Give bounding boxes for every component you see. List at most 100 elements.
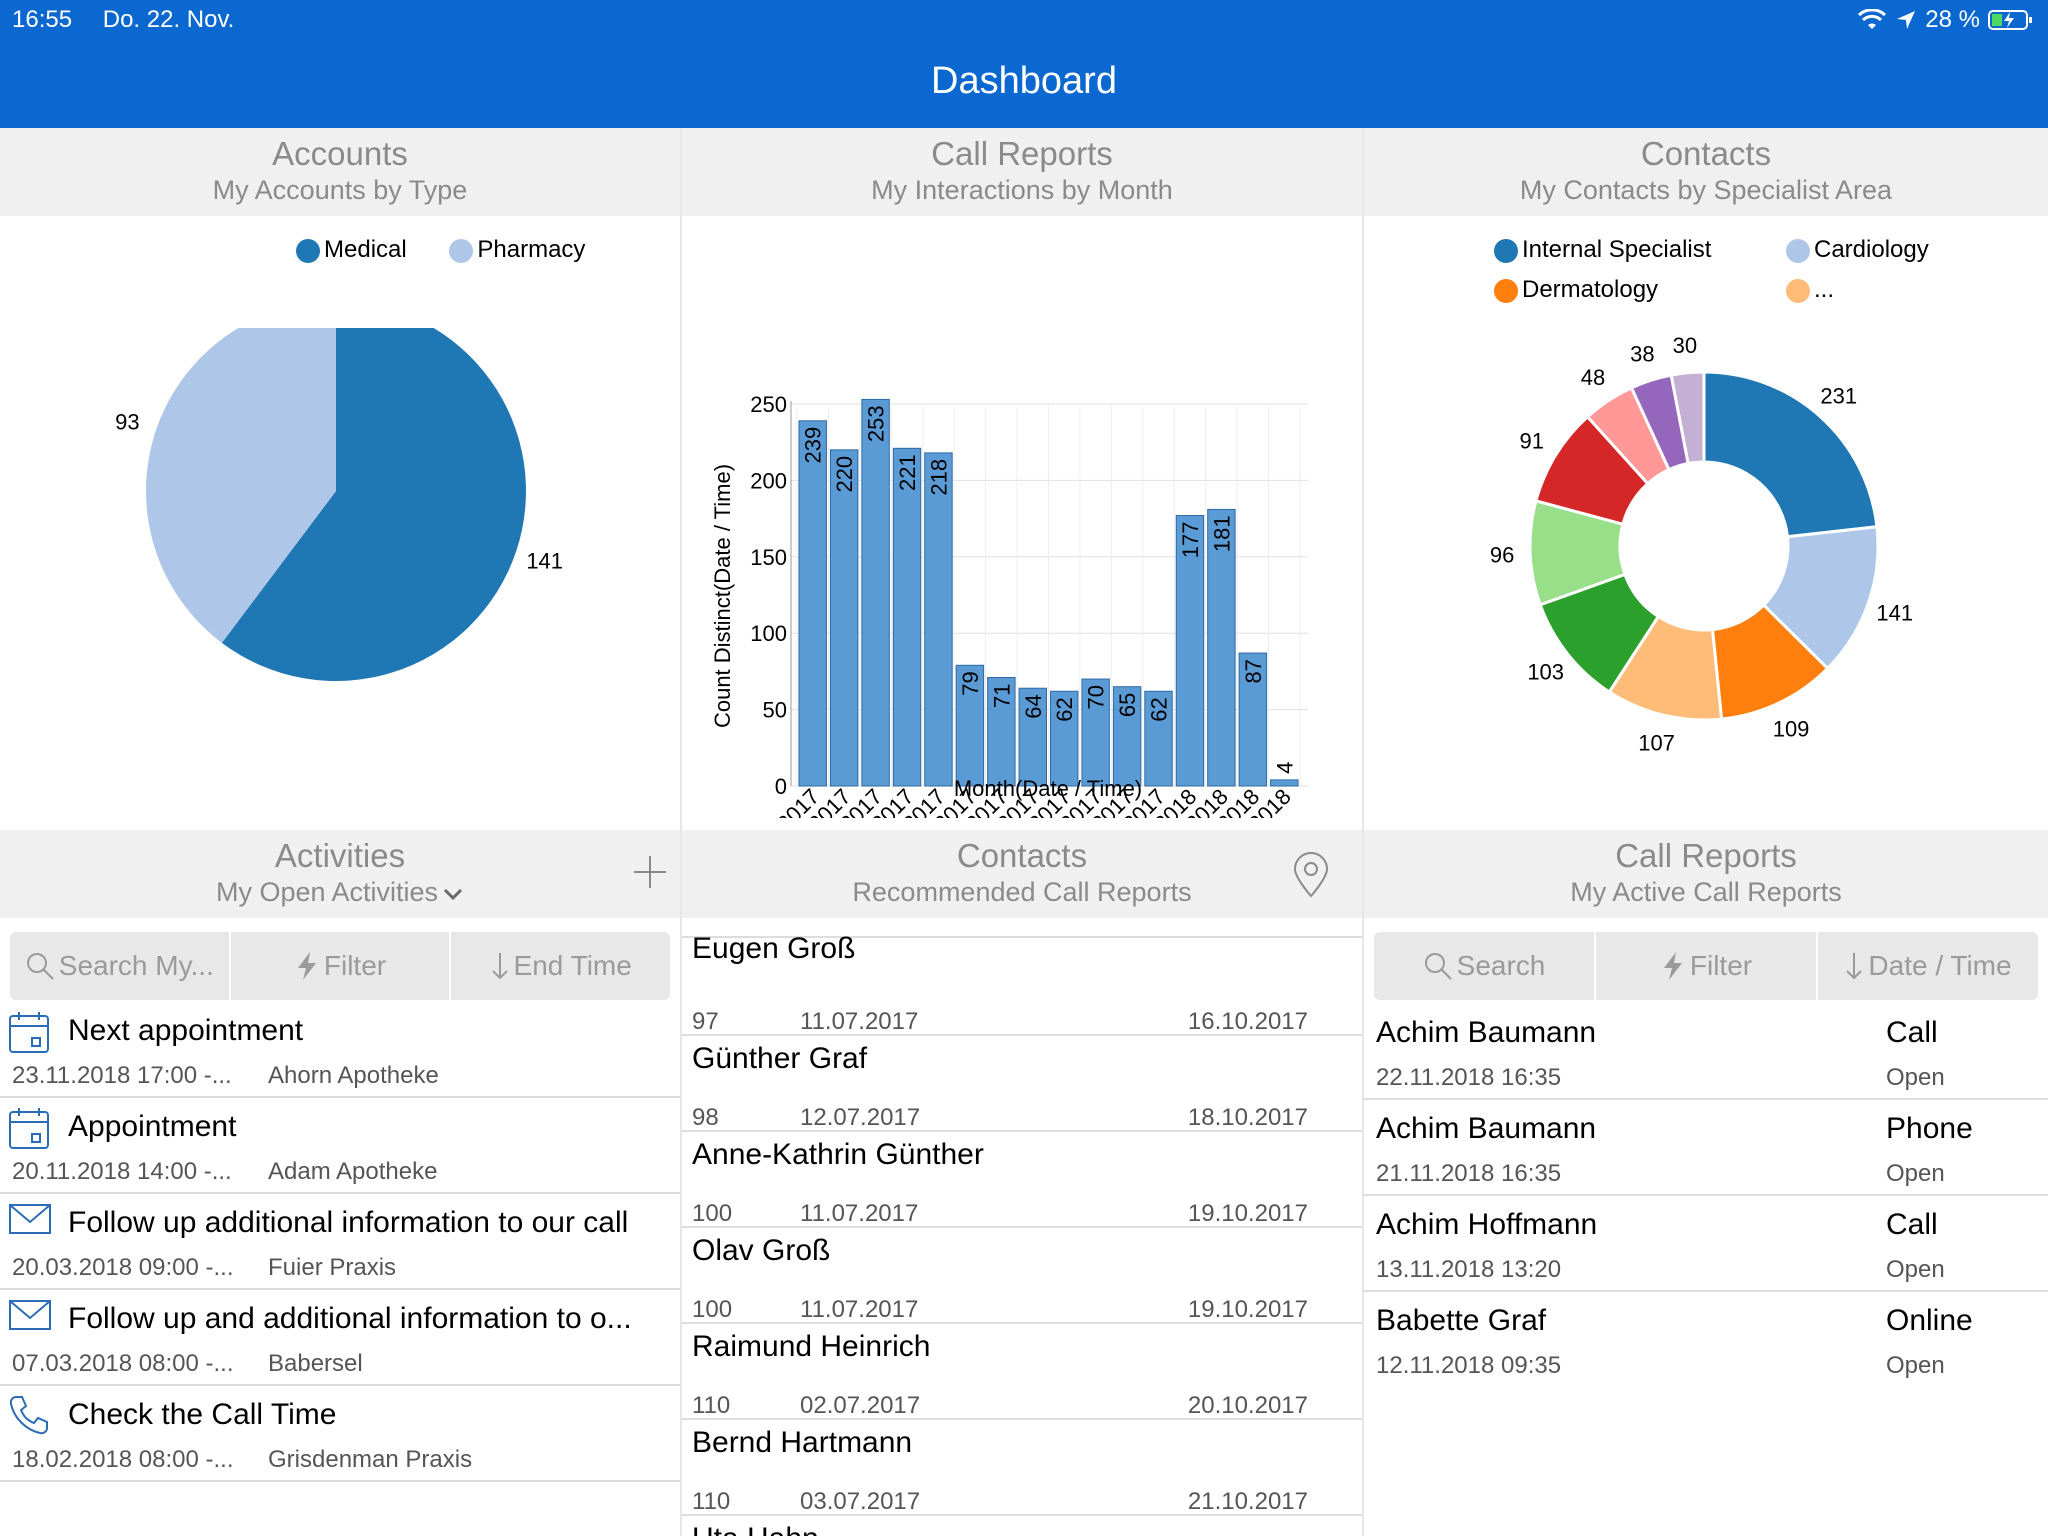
lightning-icon — [1663, 952, 1682, 980]
bar[interactable] — [1050, 690, 1079, 787]
accounts-header[interactable]: Accounts My Accounts by Type — [0, 128, 680, 216]
filter-label: Filter — [323, 950, 387, 981]
bar[interactable] — [1175, 515, 1205, 787]
bar[interactable] — [1081, 678, 1110, 787]
call-report-row[interactable]: Achim Baumann 21.11.2018 16:35 Phone Open — [1364, 1098, 2048, 1196]
activity-title: Check the Call Time — [68, 1398, 337, 1431]
call-report-row[interactable]: Achim Hoffmann 13.11.2018 13:20 Call Open — [1364, 1194, 2048, 1292]
contact-row[interactable]: 110 02.07.2017 20.10.2017 Bernd Hartmann — [682, 1322, 1362, 1459]
contact-count: 110 — [692, 1392, 731, 1419]
call-report-date: 22.11.2018 16:35 — [1376, 1064, 1562, 1091]
legend-swatch — [1786, 278, 1810, 303]
status-bar-right: 28 % — [1857, 6, 2034, 34]
bar[interactable] — [1207, 508, 1236, 787]
sort-label: Date / Time — [1868, 950, 2012, 981]
contacts-list-panel: Contacts Recommended Call Reports Eugen … — [682, 830, 1362, 1536]
accounts-title: Accounts — [272, 135, 408, 172]
activity-account: Adam Apotheke — [268, 1158, 438, 1185]
call-reports-sort-button[interactable]: Date / Time — [1818, 932, 2038, 1000]
donut-value-label: 141 — [1876, 600, 1913, 625]
bar[interactable] — [1238, 652, 1268, 787]
call-report-row[interactable]: Achim Baumann 22.11.2018 16:35 Call Open — [1364, 1002, 2048, 1100]
bar-value-label: 62 — [1147, 697, 1172, 721]
call-reports-search-input[interactable]: Search — [1374, 932, 1596, 1000]
contact-date-1: 11.07.2017 — [800, 1008, 919, 1035]
contacts-chart-title: Contacts — [1640, 135, 1772, 172]
donut-slice[interactable] — [1669, 370, 1706, 466]
bar[interactable] — [861, 398, 890, 787]
page-title: Dashboard — [931, 60, 1117, 102]
contact-row[interactable]: 110 03.07.2017 21.10.2017 Uta Hahn — [682, 1418, 1362, 1536]
donut-value-label: 107 — [1638, 730, 1675, 755]
call-reports-chart-panel: Call Reports My Interactions by Month 0 5… — [682, 128, 1362, 830]
interactions-bar-chart[interactable]: 050100150200250239Jan 2017220Feb 2017253… — [682, 256, 1362, 818]
bar-value-label: 177 — [1178, 522, 1203, 559]
bar-value-label: 87 — [1241, 659, 1266, 683]
activity-account: Babersel — [268, 1350, 363, 1377]
contact-row[interactable]: 100 11.07.2017 19.10.2017 Olav Groß — [682, 1130, 1362, 1267]
activities-filter-button[interactable]: Filter — [231, 932, 452, 1000]
activity-title: Appointment — [68, 1110, 237, 1143]
pie-value-label: 93 — [115, 409, 139, 434]
contact-name[interactable]: Eugen Groß — [692, 932, 856, 965]
accounts-subtitle: My Accounts by Type — [212, 175, 468, 205]
contacts-list-title: Contacts — [956, 837, 1088, 874]
contact-row[interactable]: 98 12.07.2017 18.10.2017 Anne-Kathrin Günth… — [682, 1034, 1362, 1171]
chevron-down-icon — [443, 888, 463, 901]
activity-row[interactable]: Follow up additional information to our … — [0, 1192, 680, 1290]
donut-value-label: 96 — [1490, 542, 1514, 567]
activity-row[interactable]: Appointment 20.11.2018 14:00 -... Adam Apo… — [0, 1096, 680, 1194]
call-reports-list-header: Call Reports My Active Call Reports — [1364, 830, 2048, 918]
mail-icon — [8, 1298, 52, 1337]
pie-slice-medical[interactable] — [221, 328, 526, 681]
activity-row[interactable]: Next appointment 23.11.2018 17:00 -... Aho… — [0, 1000, 680, 1098]
call-report-type: Call — [1886, 1016, 1938, 1049]
y-tick-label: 200 — [750, 468, 787, 493]
status-bar-left: 16:55 Do. 22. Nov. — [12, 6, 258, 34]
activities-sort-button[interactable]: End Time — [451, 932, 670, 1000]
legend-label: ... — [1814, 276, 1835, 303]
contacts-donut-chart[interactable]: 231 141 109 107 103 96 91 48 38 30 — [1364, 298, 2048, 828]
map-pin-icon[interactable] — [1292, 852, 1330, 898]
bar[interactable] — [829, 449, 859, 787]
contacts-chart-header[interactable]: Contacts My Contacts by Specialist Area — [1364, 128, 2048, 216]
bar[interactable] — [1112, 686, 1142, 787]
bar[interactable] — [892, 447, 922, 787]
add-icon[interactable] — [632, 854, 668, 890]
scrolled-row-fragment — [682, 918, 1362, 938]
bar[interactable] — [987, 677, 1016, 787]
pie-slice-pharmacy[interactable] — [146, 328, 336, 643]
bar[interactable] — [798, 420, 827, 787]
bar[interactable] — [1018, 687, 1047, 787]
activities-subtitle-dropdown[interactable]: My Open Activities — [0, 877, 680, 908]
contact-row[interactable]: 97 11.07.2017 16.10.2017 Günther Graf — [682, 938, 1362, 1075]
contact-row[interactable]: 100 11.07.2017 19.10.2017 Raimund Heinrich — [682, 1226, 1362, 1363]
activity-row[interactable]: Check the Call Time 18.02.2018 08:00 -...… — [0, 1384, 680, 1482]
top-bar: 16:55 Do. 22. Nov. 28 % Dashboard — [0, 0, 2048, 128]
activity-time: 18.02.2018 08:00 -... — [12, 1446, 234, 1473]
call-reports-filter-button[interactable]: Filter — [1596, 932, 1818, 1000]
bar-value-label: 71 — [989, 684, 1014, 708]
bar[interactable] — [955, 664, 985, 787]
bar[interactable] — [1270, 779, 1299, 787]
activity-row[interactable]: Follow up and additional information to … — [0, 1288, 680, 1386]
accounts-pie-chart[interactable]: 141 93 — [0, 328, 680, 728]
contact-name: Raimund Heinrich — [692, 1330, 931, 1363]
contact-count: 110 — [692, 1488, 731, 1515]
bar[interactable] — [1144, 690, 1173, 787]
activity-time: 20.03.2018 09:00 -... — [12, 1254, 234, 1281]
y-tick-label: 150 — [750, 545, 787, 570]
bar-value-label: 239 — [801, 427, 826, 464]
contact-count: 97 — [692, 1008, 719, 1035]
donut-slice[interactable] — [1702, 370, 1879, 539]
battery-percent: 28 % — [1925, 6, 1980, 33]
activity-title: Next appointment — [68, 1014, 304, 1047]
call-report-contact: Achim Hoffmann — [1376, 1208, 1598, 1241]
activities-search-input[interactable]: Search My... — [10, 932, 231, 1000]
call-report-row[interactable]: Babette Graf 12.11.2018 09:35 Online Open — [1364, 1290, 2048, 1386]
search-placeholder: Search — [1456, 950, 1546, 981]
location-arrow-icon — [1897, 11, 1916, 29]
call-reports-chart-header[interactable]: Call Reports My Interactions by Month — [682, 128, 1362, 216]
column-divider — [680, 128, 682, 1536]
bar[interactable] — [924, 452, 953, 787]
